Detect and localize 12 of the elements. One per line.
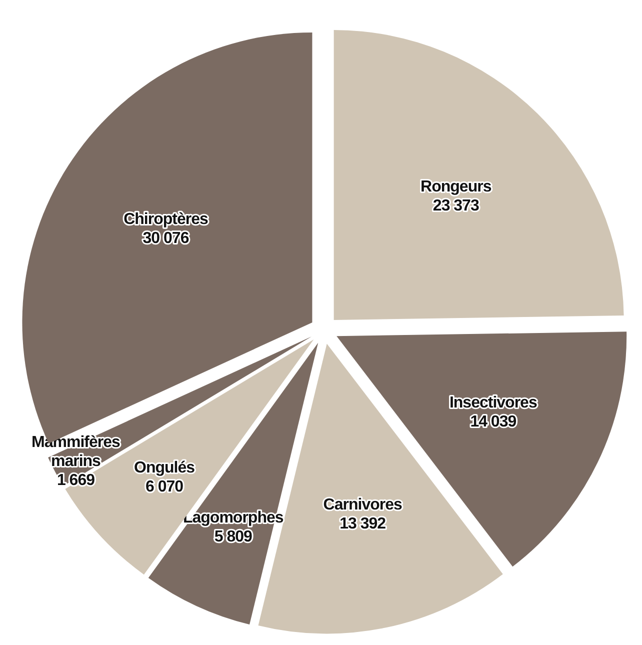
- slice-label: Mammifères marins: [32, 434, 120, 470]
- slice-label: Rongeurs: [420, 178, 492, 196]
- data-label: 23 373: [432, 198, 480, 215]
- data-label: 5 809: [214, 528, 252, 546]
- slice-label: Chiroptères: [124, 211, 208, 228]
- slice-label: Ongulés: [134, 459, 196, 476]
- slice-label: Carnivores: [323, 496, 402, 514]
- data-label: 6 070: [145, 478, 184, 496]
- data-label: 13 392: [340, 516, 386, 532]
- data-label: 30 076: [142, 230, 190, 248]
- slice-label: Insectivores: [449, 394, 538, 412]
- data-label: 14 039: [470, 414, 517, 431]
